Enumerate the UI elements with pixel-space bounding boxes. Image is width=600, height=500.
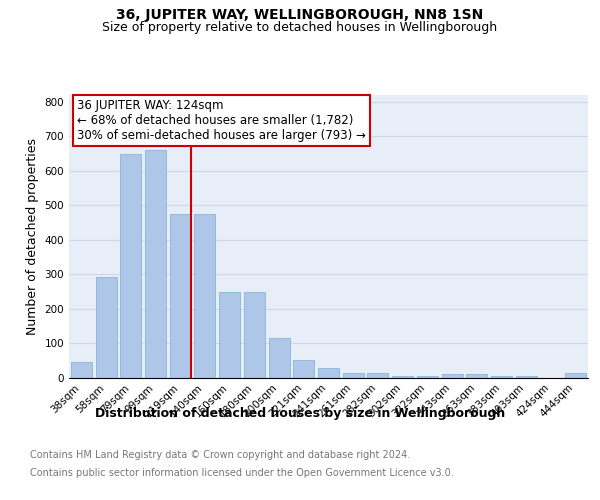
Bar: [466, 374, 487, 378]
Text: 36, JUPITER WAY, WELLINGBOROUGH, NN8 1SN: 36, JUPITER WAY, WELLINGBOROUGH, NN8 1SN: [116, 8, 484, 22]
Bar: [145, 150, 166, 378]
Bar: [95, 276, 116, 378]
Text: Contains public sector information licensed under the Open Government Licence v3: Contains public sector information licen…: [30, 468, 454, 477]
Text: 36 JUPITER WAY: 124sqm
← 68% of detached houses are smaller (1,782)
30% of semi-: 36 JUPITER WAY: 124sqm ← 68% of detached…: [77, 99, 365, 142]
Bar: [71, 362, 92, 378]
Bar: [269, 338, 290, 378]
Bar: [318, 368, 339, 378]
Bar: [343, 372, 364, 378]
Text: Size of property relative to detached houses in Wellingborough: Size of property relative to detached ho…: [103, 21, 497, 34]
Bar: [120, 154, 141, 378]
Bar: [417, 376, 438, 378]
Bar: [244, 292, 265, 378]
Text: Contains HM Land Registry data © Crown copyright and database right 2024.: Contains HM Land Registry data © Crown c…: [30, 450, 410, 460]
Bar: [565, 374, 586, 378]
Bar: [367, 373, 388, 378]
Bar: [516, 376, 537, 378]
Bar: [194, 214, 215, 378]
Bar: [219, 292, 240, 378]
Y-axis label: Number of detached properties: Number of detached properties: [26, 138, 39, 335]
Bar: [170, 214, 191, 378]
Bar: [491, 376, 512, 378]
Bar: [442, 374, 463, 378]
Text: Distribution of detached houses by size in Wellingborough: Distribution of detached houses by size …: [95, 408, 505, 420]
Bar: [392, 376, 413, 378]
Bar: [293, 360, 314, 378]
